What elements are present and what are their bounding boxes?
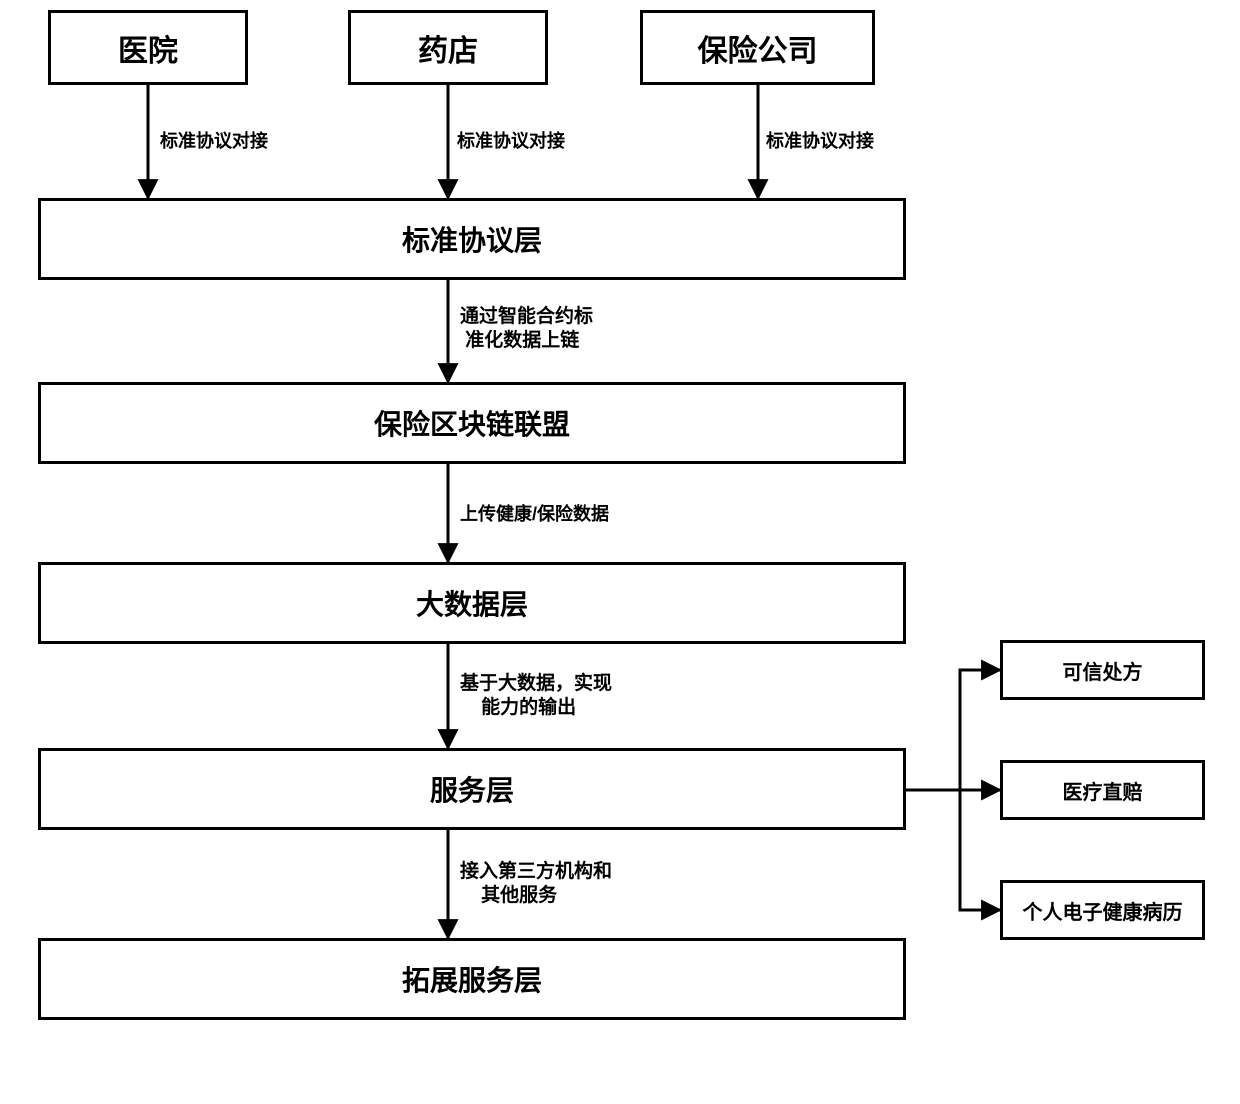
node-label: 标准协议层	[402, 219, 542, 259]
node-trusted-rx: 可信处方	[1000, 640, 1205, 700]
edge-label-insurance: 标准协议对接	[766, 130, 874, 153]
edge-label-smartcontract: 通过智能合约标 准化数据上链	[460, 305, 593, 353]
node-label: 大数据层	[416, 583, 528, 623]
node-label: 个人电子健康病历	[1023, 896, 1183, 925]
node-label: 医院	[118, 26, 178, 70]
node-hospital: 医院	[48, 10, 248, 85]
node-label: 保险区块链联盟	[374, 403, 570, 443]
node-insurance: 保险公司	[640, 10, 875, 85]
node-ehr: 个人电子健康病历	[1000, 880, 1205, 940]
node-blockchain-layer: 保险区块链联盟	[38, 382, 906, 464]
node-label: 保险公司	[698, 26, 818, 70]
node-pharmacy: 药店	[348, 10, 548, 85]
node-label: 可信处方	[1063, 656, 1143, 685]
node-direct-pay: 医疗直赔	[1000, 760, 1205, 820]
node-label: 拓展服务层	[402, 959, 542, 999]
edge-label-upload: 上传健康/保险数据	[460, 503, 609, 526]
node-bigdata-layer: 大数据层	[38, 562, 906, 644]
node-label: 服务层	[430, 769, 514, 809]
edge-label-hospital: 标准协议对接	[160, 130, 268, 153]
node-extend-layer: 拓展服务层	[38, 938, 906, 1020]
edge-label-bigdata: 基于大数据，实现 能力的输出	[460, 672, 612, 720]
edge-label-pharmacy: 标准协议对接	[457, 130, 565, 153]
node-protocol-layer: 标准协议层	[38, 198, 906, 280]
node-label: 药店	[418, 26, 478, 70]
edge-label-thirdparty: 接入第三方机构和 其他服务	[460, 860, 612, 908]
node-label: 医疗直赔	[1063, 776, 1143, 805]
node-service-layer: 服务层	[38, 748, 906, 830]
